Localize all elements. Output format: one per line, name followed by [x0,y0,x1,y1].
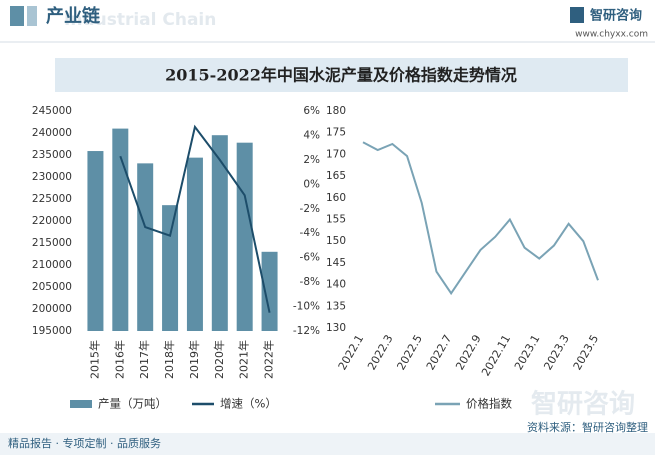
legend-label: 增速（%） [220,397,277,411]
header-section: 产业链 [46,5,101,27]
y-tick-label: 205000 [32,281,72,293]
y2-tick-label: -8% [300,276,320,288]
bar [236,142,253,331]
x-tick-label: 2022年 [262,340,276,379]
y-tick-label: 150 [326,235,346,247]
y2-tick-label: -2% [300,203,320,215]
footer-slogan: 精品报告 · 专项定制 · 品质服务 [8,436,161,450]
y2-tick-label: -6% [300,252,320,264]
url: www.chyxx.com [575,30,648,40]
title-band [55,58,628,92]
y-tick-label: 210000 [32,259,72,271]
y-tick-label: 235000 [32,149,72,161]
bar [137,163,154,331]
y-tick-label: 180 [326,105,346,117]
y-tick-label: 165 [326,170,346,182]
bar [112,128,129,331]
bar [211,135,228,331]
y-tick-label: 170 [326,148,346,160]
line-series [362,141,599,296]
bar [162,205,179,331]
y2-tick-label: -10% [293,301,320,313]
line-series [119,124,271,313]
x-tick-label: 2021年 [237,340,251,379]
x-tick-label: 2017年 [137,340,151,379]
x-tick-label: 2020年 [212,340,226,379]
y-tick-label: 135 [326,300,346,312]
y-tick-label: 130 [326,322,346,334]
header-section-en: Industrial Chain [64,10,216,30]
legend-label: 价格指数 [466,397,512,411]
y-tick-label: 155 [326,214,346,226]
y-tick-label: 200000 [32,303,72,315]
y-tick-label: 175 [326,127,346,139]
y2-tick-label: -12% [293,325,320,337]
y-tick-label: 230000 [32,171,72,183]
y2-tick-label: -4% [300,227,320,239]
y2-tick-label: 0% [303,178,320,190]
y2-tick-label: 6% [303,105,320,117]
y-tick-label: 145 [326,257,346,269]
y-tick-label: 240000 [32,127,72,139]
bar [87,151,104,331]
y-tick-label: 225000 [32,193,72,205]
x-tick-label: 2018年 [162,340,176,379]
y-tick-label: 215000 [32,237,72,249]
y-tick-label: 160 [326,192,346,204]
header-icon [27,6,37,26]
y-tick-label: 140 [326,279,346,291]
y2-tick-label: 4% [303,129,320,141]
brand: 智研咨询 [590,8,642,24]
x-tick-label: 2016年 [112,340,126,379]
y-tick-label: 195000 [32,325,72,337]
legend-swatch [70,400,92,408]
y-tick-label: 220000 [32,215,72,227]
y2-tick-label: 2% [303,154,320,166]
x-tick-label: 2015年 [87,340,101,379]
brand-logo [570,7,584,23]
y-tick-label: 245000 [32,105,72,117]
bar [261,251,278,331]
bar [186,157,203,331]
legend-label: 产量（万吨） [98,397,167,411]
chart-title: 2015-2022年中国水泥产量及价格指数走势情况 [165,66,517,85]
footer-source: 资料来源：智研咨询整理 [527,420,648,434]
watermark: 智研咨询 [531,389,635,420]
x-tick-label: 2019年 [187,340,201,379]
header-icon [10,6,24,26]
footer-band [0,433,655,455]
